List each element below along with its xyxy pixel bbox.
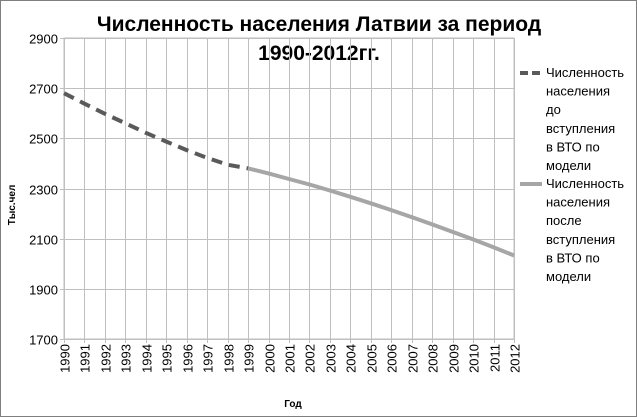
x-tick-label: 1992 — [99, 344, 114, 373]
x-tick-label: 1990 — [58, 344, 73, 373]
x-tick-label: 2000 — [263, 344, 278, 373]
x-axis-ticks: 1990 1991 1992 1993 1994 1995 1996 1997 1998 1999… — [58, 344, 523, 373]
x-tick-label: 2007 — [406, 344, 421, 373]
x-tick-label: 2008 — [426, 344, 441, 373]
x-tick-label: 2004 — [344, 344, 359, 373]
x-tick-label: 1999 — [242, 344, 257, 373]
y-tick-label: 2300 — [29, 183, 58, 198]
y-tick-label: 1900 — [29, 283, 58, 298]
x-tick-label: 1996 — [181, 344, 196, 373]
y-axis-label: Тыс.чел — [7, 185, 18, 226]
legend-label-1-line: до — [546, 102, 561, 117]
x-tick-label: 1995 — [160, 344, 175, 373]
legend-label-1-line: в ВТО по — [546, 139, 600, 154]
legend-label-1-line: населения — [546, 84, 610, 99]
legend-label-2-line: в ВТО по — [546, 250, 600, 265]
legend-label-2-line: населения — [546, 195, 610, 210]
legend-label-2-line: Численность — [546, 176, 624, 191]
y-tick-label: 2100 — [29, 233, 58, 248]
x-tick-label: 2002 — [303, 344, 318, 373]
x-tick-label: 1998 — [222, 344, 237, 373]
legend-label-1-line: модели — [546, 158, 591, 173]
series-line-2 — [247, 166, 515, 258]
legend-label-1-line: Численность — [546, 65, 624, 80]
x-tick-label: 2012 — [508, 344, 523, 373]
legend-label-1-line: вступления — [546, 121, 615, 136]
series-line-1 — [63, 91, 249, 171]
x-tick-label: 2010 — [467, 344, 482, 373]
x-tick-label: 2011 — [488, 344, 503, 372]
legend: Численность населения до вступления в ВТО по… — [520, 65, 624, 284]
chart-title-line-1: Численность населения Латвии за период — [97, 13, 541, 36]
x-tick-label: 2001 — [283, 344, 298, 373]
legend-label-2-line: после — [546, 213, 582, 228]
x-tick-label: 1994 — [140, 344, 155, 373]
gridlines — [60, 37, 515, 343]
legend-label-2-line: модели — [546, 269, 591, 284]
x-tick-label: 2003 — [324, 344, 339, 373]
y-tick-label: 2900 — [29, 32, 58, 47]
x-tick-label: 1991 — [78, 344, 93, 373]
chart-title-line-2: 1990-2012гг. — [258, 42, 380, 65]
y-tick-label: 2700 — [29, 82, 58, 97]
x-tick-label: 2006 — [385, 344, 400, 373]
y-tick-label: 2500 — [29, 132, 58, 147]
y-tick-label: 1700 — [29, 333, 58, 348]
x-tick-label: 2009 — [447, 344, 462, 373]
x-axis-label: Год — [284, 399, 302, 410]
x-tick-label: 1997 — [201, 344, 216, 373]
y-axis-ticks: 1700 1900 2100 2300 2500 2700 2900 — [29, 32, 58, 348]
x-tick-label: 2005 — [365, 344, 380, 373]
series-lines — [63, 91, 515, 258]
legend-label-2-line: вступления — [546, 232, 615, 247]
x-tick-label: 1993 — [119, 344, 134, 373]
